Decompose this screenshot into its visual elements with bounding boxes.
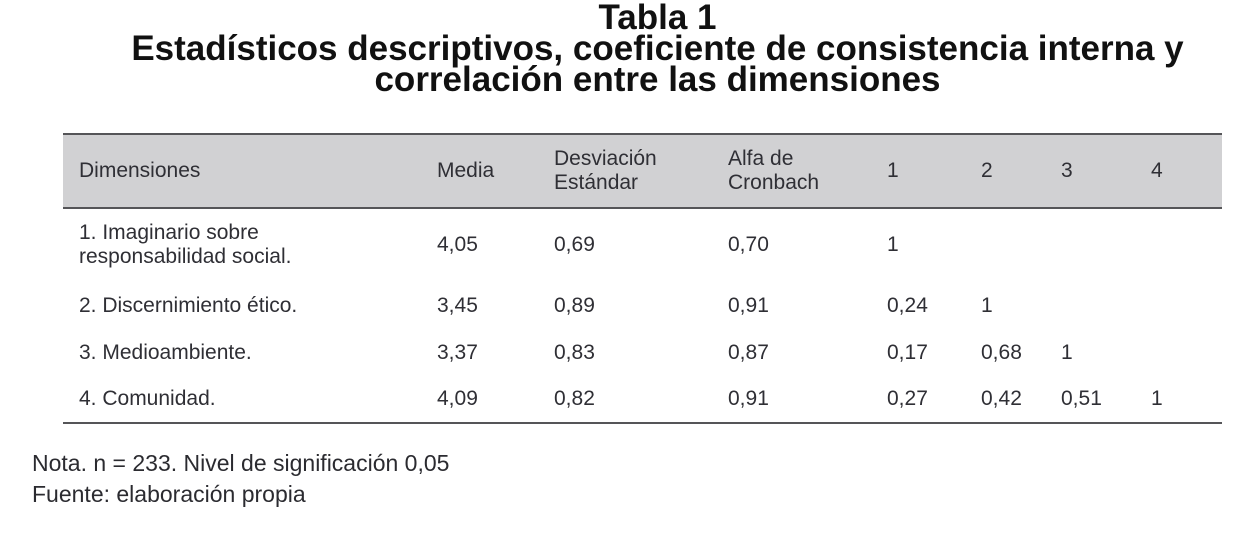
header-corr-4: 4 — [1151, 133, 1222, 209]
cell-corr-1: 1 — [887, 233, 899, 256]
table-title-line-2: correlación entre las dimensiones — [374, 60, 941, 99]
cell-media: 3,37 — [437, 341, 478, 364]
table-title-line-1: Estadísticos descriptivos, coeficiente d… — [131, 29, 1184, 68]
table-row: 2. Discernimiento ético. 3,45 0,89 0,91 … — [63, 281, 1222, 331]
table-row: 1. Imaginario sobre responsabilidad soci… — [63, 208, 1222, 281]
cell-corr-4 — [1151, 208, 1222, 281]
cell-media: 4,05 — [437, 233, 478, 256]
table-row: 3. Medioambiente. 3,37 0,83 0,87 0,17 0,… — [63, 331, 1222, 375]
cell-corr-1: 0,27 — [887, 375, 981, 424]
header-dimensiones: Dimensiones — [63, 133, 437, 209]
cell-corr-2 — [981, 208, 1061, 281]
cell-corr-3: 0,51 — [1061, 375, 1151, 424]
cell-corr-3: 1 — [1061, 341, 1073, 364]
cell-dimension: 4. Comunidad. — [63, 375, 437, 424]
header-corr-3: 3 — [1061, 133, 1151, 209]
cell-alpha: 0,91 — [728, 294, 769, 317]
header-sd-line2: Estándar — [554, 171, 639, 194]
table-number: Tabla 1 — [598, 0, 717, 37]
cell-corr-2: 0,42 — [981, 375, 1061, 424]
header-sd-line1: Desviación — [554, 147, 657, 170]
table-notes: Nota. n = 233. Nivel de significación 0,… — [32, 448, 449, 510]
note-text: Nota. n = 233. Nivel de significación 0,… — [32, 450, 450, 476]
header-media: Media — [437, 133, 554, 209]
header-desviacion-estandar: Desviación Estándar — [554, 133, 728, 209]
header-corr-2: 2 — [981, 133, 1061, 209]
cell-corr-3 — [1061, 281, 1151, 331]
cell-alpha: 0,87 — [728, 341, 769, 364]
source-text: Fuente: elaboración propia — [32, 481, 306, 507]
cell-corr-4 — [1151, 281, 1222, 331]
cell-media: 4,09 — [437, 375, 554, 424]
cell-dimension: 2. Discernimiento ético. — [79, 294, 298, 317]
cell-corr-2: 1 — [981, 294, 993, 317]
header-alfa-cronbach: Alfa de Cronbach — [728, 133, 887, 209]
cell-alpha: 0,70 — [728, 233, 769, 256]
header-alpha-line2: Cronbach — [728, 171, 820, 194]
cell-corr-4: 1 — [1151, 375, 1222, 424]
cell-corr-4 — [1151, 331, 1222, 375]
cell-dimension: 3. Medioambiente. — [79, 341, 252, 364]
cell-alpha: 0,91 — [728, 375, 887, 424]
table-row: 4. Comunidad. 4,09 0,82 0,91 0,27 0,42 0… — [63, 375, 1222, 424]
dimension-line2: responsabilidad social. — [79, 245, 292, 268]
cell-corr-1: 0,24 — [887, 294, 928, 317]
table-header-row: Dimensiones Media Desviación Estándar Al… — [63, 133, 1222, 209]
cell-corr-1: 0,17 — [887, 341, 928, 364]
cell-dimension: 1. Imaginario sobre responsabilidad soci… — [63, 208, 437, 281]
cell-corr-2: 0,68 — [981, 341, 1022, 364]
header-corr-1: 1 — [887, 133, 981, 209]
cell-media: 3,45 — [437, 294, 478, 317]
cell-corr-3 — [1061, 208, 1151, 281]
statistics-table: Dimensiones Media Desviación Estándar Al… — [63, 133, 1222, 424]
header-alpha-line1: Alfa de — [728, 147, 794, 170]
cell-sd: 0,82 — [554, 375, 728, 424]
cell-sd: 0,89 — [554, 294, 595, 317]
cell-sd: 0,69 — [554, 233, 595, 256]
cell-sd: 0,83 — [554, 341, 595, 364]
table-caption: Tabla 1 Estadísticos descriptivos, coefi… — [60, 0, 1255, 99]
dimension-line1: 1. Imaginario sobre — [79, 221, 259, 244]
